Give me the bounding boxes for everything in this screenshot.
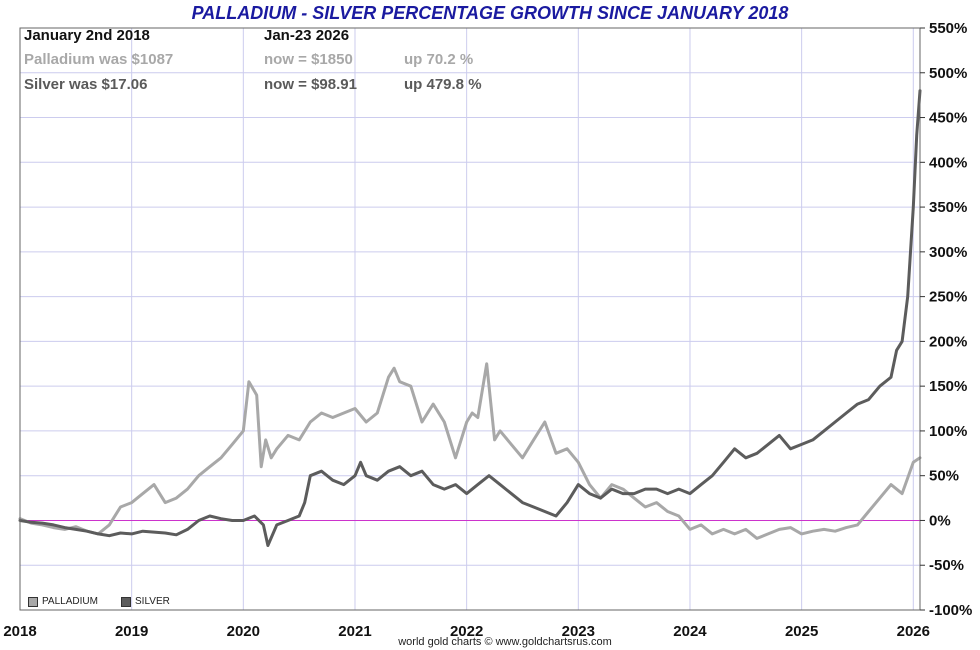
y-tick-label: 350% [929, 199, 967, 216]
palladium-growth: up 70.2 % [404, 51, 474, 68]
x-tick-label: 2021 [338, 623, 371, 640]
y-tick-label: 500% [929, 65, 967, 82]
series-line-palladium [18, 362, 922, 540]
silver-now-price: now = $98.91 [264, 76, 357, 93]
x-tick-label: 2022 [450, 623, 483, 640]
legend-silver-swatch [121, 596, 131, 607]
series-line-silver [18, 89, 922, 547]
y-tick-label: 450% [929, 110, 967, 127]
silver-growth: up 479.8 % [404, 76, 482, 93]
y-tick-label: 150% [929, 378, 967, 395]
legend-silver: SILVER [121, 596, 170, 607]
y-tick-label: -50% [929, 557, 964, 574]
y-tick-label: 50% [929, 468, 959, 485]
plot-border [19, 27, 921, 611]
x-tick-label: 2018 [3, 623, 36, 640]
y-tick-label: 100% [929, 423, 967, 440]
x-axis-ticks: 2018 2019 2020 2021 2022 2023 2024 2025 2026 [3, 623, 930, 640]
x-tick-label: 2026 [897, 623, 930, 640]
y-tick-label: -100% [929, 602, 972, 619]
legend-silver-label: SILVER [135, 596, 170, 607]
plot-frame [19, 27, 921, 611]
legend-palladium-swatch [28, 596, 38, 607]
y-tick-label: 200% [929, 333, 967, 350]
silver-start-price: Silver was $17.06 [24, 76, 148, 93]
x-tick-label: 2019 [115, 623, 148, 640]
y-axis-ticks: 550% 500% 450% 400% 350% 300% 250% 200% 150% 100%… [920, 20, 972, 619]
palladium-now-price: now = $1850 [264, 51, 353, 68]
start-date-label: January 2nd 2018 [24, 27, 150, 44]
legend-palladium-label: PALLADIUM [42, 596, 98, 607]
y-tick-label: 550% [929, 20, 967, 37]
x-tick-label: 2025 [785, 623, 818, 640]
x-tick-label: 2020 [227, 623, 260, 640]
credit-text: world gold charts © www.goldchartsrus.co… [398, 636, 612, 648]
grid-lines [19, 27, 920, 611]
series-lines [18, 89, 922, 547]
palladium-start-price: Palladium was $1087 [24, 51, 174, 68]
end-date-label: Jan-23 2026 [264, 27, 350, 44]
x-tick-label: 2023 [562, 623, 595, 640]
y-tick-label: 0% [929, 512, 951, 529]
x-tick-label: 2024 [673, 623, 707, 640]
y-tick-label: 300% [929, 244, 967, 261]
y-tick-label: 250% [929, 289, 967, 306]
y-tick-label: 400% [929, 154, 967, 171]
legend-palladium: PALLADIUM [28, 596, 98, 607]
chart-title: PALLADIUM - SILVER PERCENTAGE GROWTH SIN… [191, 3, 789, 23]
